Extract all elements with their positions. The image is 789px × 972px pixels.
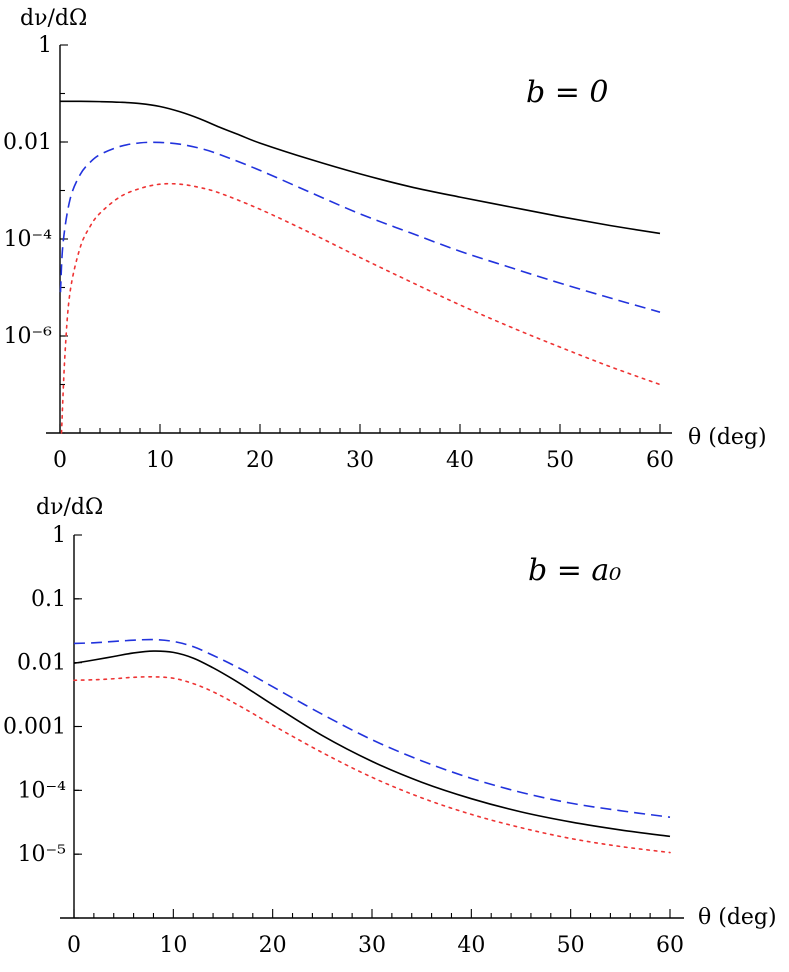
annotation-b-zero: b = 0: [526, 75, 609, 110]
series-line-dotted: [73, 675, 671, 854]
series-line-solid: [59, 100, 661, 235]
chart-top: dν/dΩ b = 0 θ (deg) 0 10 20 30 40 50 60 1 0.01 10…: [3, 6, 767, 473]
y-tick-label: 10⁻⁶: [4, 324, 53, 349]
x-tick-label: 30: [358, 933, 386, 958]
y-axis-label: dν/dΩ: [20, 6, 87, 31]
x-tick-label: 20: [259, 933, 287, 958]
series-line-solid: [73, 650, 671, 838]
y-tick-label: 10⁻⁴: [18, 778, 67, 803]
x-tick-label: 60: [656, 933, 684, 958]
ticks: 0 10 20 30 40 50 60 1 0.1 0.01 0.001 10⁻⁴ 10⁻⁵: [3, 523, 684, 958]
ticks: 0 10 20 30 40 50 60 1 0.01 10⁻⁴ 10⁻⁶: [3, 33, 674, 473]
y-tick-label: 1: [38, 33, 52, 58]
x-tick-label: 0: [53, 448, 67, 473]
series-group: [59, 100, 661, 434]
y-tick-label: 1: [52, 523, 66, 548]
y-tick-label: 0.01: [3, 130, 52, 155]
x-tick-label: 40: [446, 448, 474, 473]
y-tick-label: 0.001: [3, 715, 66, 740]
x-tick-label: 10: [146, 448, 174, 473]
series-line-dotted: [60, 182, 661, 434]
x-axis-label: θ (deg): [698, 905, 777, 930]
x-tick-label: 0: [67, 933, 81, 958]
y-tick-label: 10⁻⁴: [4, 227, 53, 252]
x-tick-label: 10: [159, 933, 187, 958]
series-line-dashed: [59, 141, 661, 313]
x-tick-label: 60: [646, 448, 674, 473]
chart-bottom: dν/dΩ b = a₀ θ (deg) 0 10 20 30 40 50 60 1 0.1 0.…: [3, 495, 777, 958]
x-axis-label: θ (deg): [688, 425, 767, 450]
series-group: [73, 638, 671, 854]
series-line-dashed: [73, 638, 671, 818]
y-tick-label: 0.01: [17, 651, 66, 676]
x-tick-label: 40: [457, 933, 485, 958]
x-tick-label: 50: [557, 933, 585, 958]
x-tick-label: 20: [246, 448, 274, 473]
y-axis-label: dν/dΩ: [36, 495, 103, 520]
annotation-b-a0: b = a₀: [528, 553, 621, 588]
y-tick-label: 10⁻⁵: [18, 842, 66, 867]
x-tick-label: 30: [346, 448, 374, 473]
x-tick-label: 50: [546, 448, 574, 473]
y-tick-label: 0.1: [31, 587, 66, 612]
